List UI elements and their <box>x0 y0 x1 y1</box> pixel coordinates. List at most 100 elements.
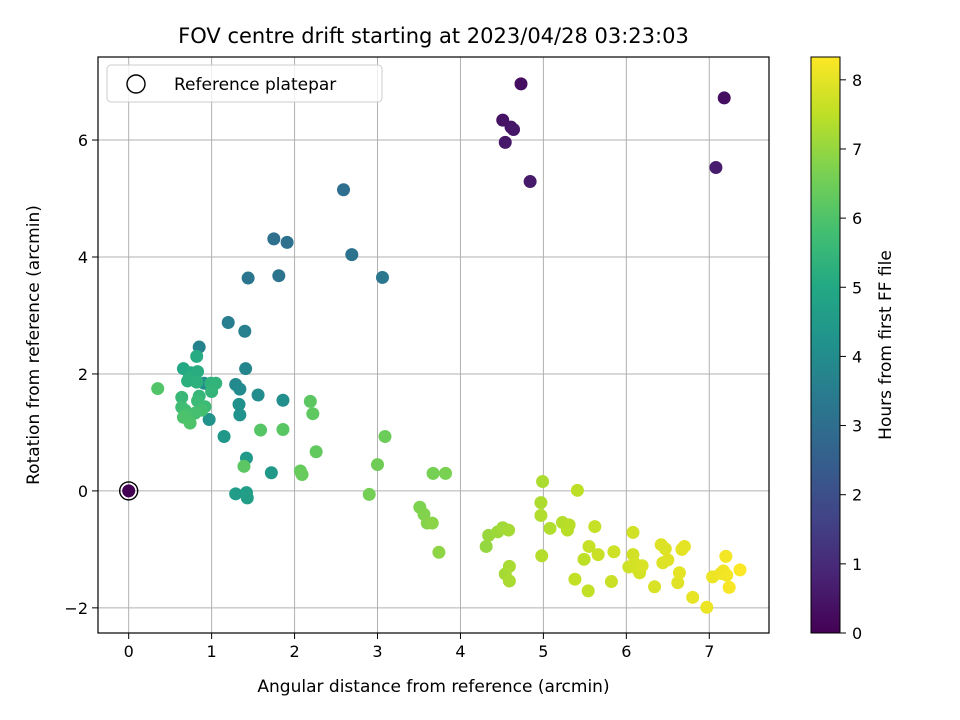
scatter-point <box>272 269 286 283</box>
colorbar <box>810 56 841 634</box>
scatter-point <box>671 576 685 590</box>
scatter-point <box>251 388 265 402</box>
plot-frame <box>97 56 770 634</box>
colorbar-ticks: 0 1 2 3 4 5 6 7 8 <box>840 71 862 643</box>
scatter-point <box>190 349 204 363</box>
scatter-point <box>626 525 640 539</box>
scatter-point <box>514 77 528 91</box>
scatter-point <box>502 523 516 537</box>
scatter-point <box>306 407 320 421</box>
colorbar-label: Hours from first FF file <box>876 250 896 440</box>
scatter-point <box>122 484 136 498</box>
scatter-point <box>151 382 165 396</box>
scatter-point <box>658 542 672 556</box>
scatter-point <box>233 382 247 396</box>
scatter-point <box>717 91 731 105</box>
colorbar-tick-label: 3 <box>852 417 862 436</box>
colorbar-tick-label: 7 <box>852 140 862 159</box>
scatter-point <box>280 235 294 249</box>
scatter-point <box>534 496 548 510</box>
scatter-point <box>183 416 197 430</box>
scatter-point <box>733 563 747 577</box>
scatter-point <box>720 568 734 582</box>
scatter-point <box>709 161 723 175</box>
scatter-point <box>677 539 691 553</box>
scatter-point <box>240 491 254 505</box>
scatter-point <box>309 445 323 459</box>
scatter-point <box>570 483 584 497</box>
x-axis-ticks: 0 1 2 3 4 5 6 7 <box>124 633 714 661</box>
scatter-point <box>337 183 351 197</box>
colorbar-tick-label: 1 <box>852 555 862 574</box>
legend-label-reference-platepar: Reference platepar <box>174 75 336 95</box>
scatter-point <box>543 521 557 535</box>
scatter-point <box>371 458 385 472</box>
scatter-point <box>378 430 392 444</box>
scatter-point <box>648 580 662 594</box>
scatter-point <box>502 559 516 573</box>
scatter-point <box>375 270 389 284</box>
y-axis-ticks: −2 0 2 4 6 <box>64 131 98 618</box>
scatter-points <box>122 77 747 614</box>
scatter-point <box>607 545 621 559</box>
scatter-point <box>700 600 714 614</box>
y-tick-label: 2 <box>78 365 88 384</box>
scatter-point <box>175 390 189 404</box>
scatter-point <box>202 413 216 427</box>
x-tick-label: 3 <box>372 642 382 661</box>
scatter-point <box>237 459 251 473</box>
legend: Reference platepar <box>106 64 383 103</box>
scatter-point <box>582 539 596 553</box>
scatter-point <box>722 580 736 594</box>
y-tick-label: 4 <box>78 248 88 267</box>
x-tick-label: 6 <box>621 642 631 661</box>
scatter-point <box>568 572 582 586</box>
chart-title: FOV centre drift starting at 2023/04/28 … <box>178 24 689 48</box>
scatter-point <box>498 135 512 149</box>
scatter-point <box>686 590 700 604</box>
scatter-point <box>345 248 359 262</box>
scatter-point <box>581 584 595 598</box>
colorbar-tick-label: 4 <box>852 347 862 366</box>
scatter-point <box>426 466 440 480</box>
scatter-point <box>295 468 309 482</box>
scatter-point <box>523 175 537 189</box>
x-tick-label: 2 <box>289 642 299 661</box>
x-tick-label: 1 <box>207 642 217 661</box>
scatter-point <box>239 362 253 376</box>
scatter-point <box>536 475 550 489</box>
x-tick-label: 0 <box>124 642 134 661</box>
scatter-point <box>635 559 649 573</box>
scatter-point <box>588 520 602 534</box>
scatter-point <box>362 487 376 501</box>
scatter-point <box>719 549 733 563</box>
scatter-point <box>560 523 574 537</box>
scatter-point <box>535 549 549 563</box>
scatter-point <box>229 487 243 501</box>
scatter-point <box>276 422 290 436</box>
colorbar-tick-label: 0 <box>852 624 862 643</box>
y-axis-label: Rotation from reference (arcmin) <box>24 205 44 485</box>
scatter-point <box>425 516 439 530</box>
scatter-point <box>432 545 446 559</box>
colorbar-tick-label: 5 <box>852 278 862 297</box>
scatter-point <box>233 408 247 422</box>
scatter-point <box>264 466 278 480</box>
reference-platepar-marker <box>118 481 139 501</box>
scatter-point <box>577 552 591 566</box>
colorbar-tick-label: 6 <box>852 209 862 228</box>
legend-frame <box>106 64 383 103</box>
scatter-point <box>507 123 521 137</box>
legend-marker-reference-platepar <box>126 74 146 94</box>
scatter-point <box>479 539 493 553</box>
scatter-point <box>534 508 548 522</box>
scatter-point <box>502 574 516 588</box>
grid-lines <box>98 57 769 633</box>
y-tick-label: 6 <box>78 131 88 150</box>
x-tick-label: 7 <box>704 642 714 661</box>
x-tick-label: 4 <box>455 642 465 661</box>
scatter-point <box>591 548 605 562</box>
scatter-point <box>254 423 268 437</box>
scatter-point <box>238 324 252 338</box>
y-tick-label: −2 <box>64 599 88 618</box>
